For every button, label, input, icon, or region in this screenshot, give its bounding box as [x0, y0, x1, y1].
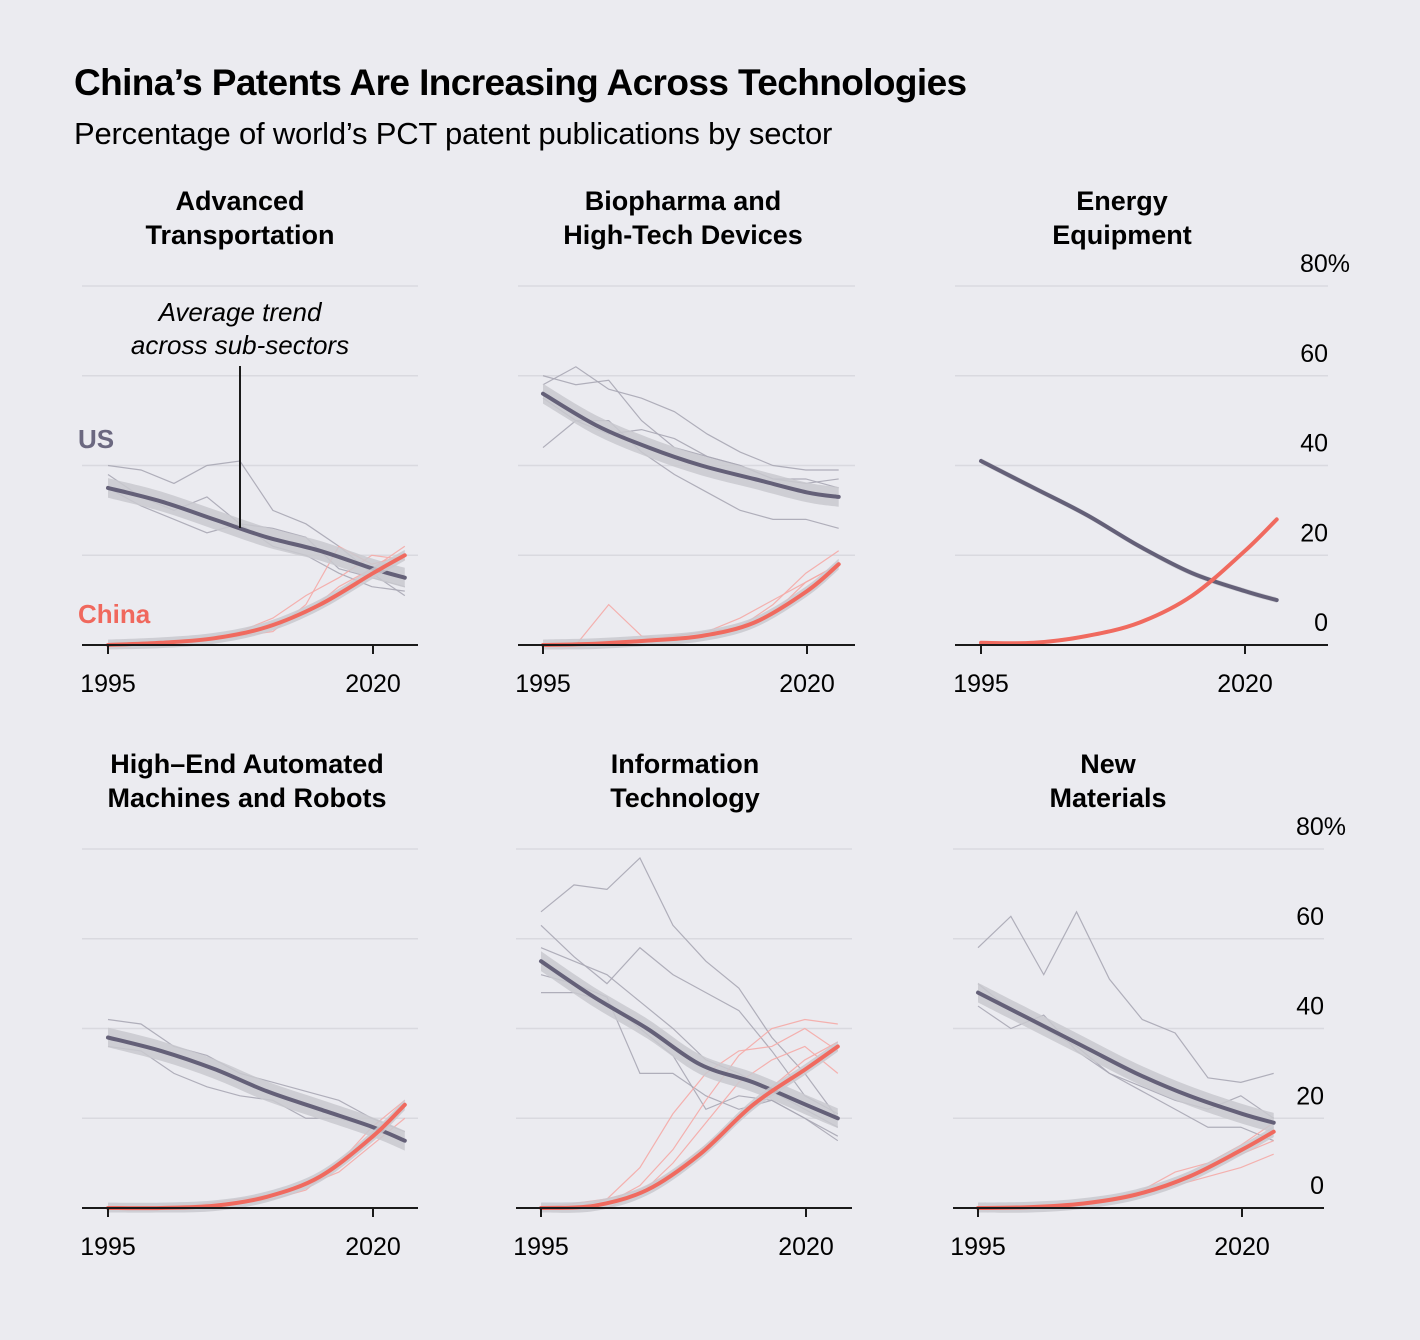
us-subsector-line	[540, 924, 839, 1115]
us-trend-line	[539, 959, 840, 1121]
china-confidence-band	[543, 558, 839, 650]
y-tick-label: 60	[1296, 903, 1324, 931]
panel-title: High–End Automated	[110, 749, 384, 779]
panel-title: Biopharma and	[585, 186, 782, 216]
panel-title: Information	[611, 749, 760, 779]
us-series-label: US	[78, 424, 114, 454]
panel-title: Equipment	[1052, 220, 1192, 250]
china-trend-line	[539, 1044, 840, 1210]
chart-title: China’s Patents Are Increasing Across Te…	[74, 62, 967, 103]
panel-title: Energy	[1076, 186, 1168, 216]
us-trend-line	[541, 391, 841, 499]
chart-subtitle: Percentage of world’s PCT patent publica…	[74, 116, 833, 151]
x-tick-label: 2020	[778, 1233, 834, 1261]
x-tick-label: 1995	[80, 1233, 136, 1261]
x-tick-label: 1995	[953, 670, 1009, 698]
us-trend-line	[976, 990, 1276, 1125]
x-tick-label: 1995	[513, 1233, 569, 1261]
us-subsector-line	[542, 366, 839, 471]
y-tick-label: 0	[1314, 609, 1328, 637]
x-tick-label: 1995	[515, 670, 571, 698]
panel-title: Machines and Robots	[107, 783, 386, 813]
panel-2: Biopharma and High-Tech Devices 1995 2020	[515, 186, 855, 698]
y-tick-label: 40	[1300, 430, 1328, 458]
us-subsector-line	[540, 856, 839, 1119]
panel-4: High–End Automated Machines and Robots 199…	[80, 749, 418, 1261]
panel-5: Information Technology 1995 2020	[513, 749, 852, 1261]
us-subsector-line	[977, 910, 1274, 1083]
y-tick-label: 20	[1300, 519, 1328, 547]
us-confidence-band	[541, 951, 838, 1129]
x-tick-label: 2020	[779, 670, 835, 698]
china-confidence-band	[978, 1126, 1274, 1213]
x-tick-label: 2020	[1217, 670, 1273, 698]
annotation-text: Average trend	[157, 297, 323, 327]
y-tick-label: 60	[1300, 340, 1328, 368]
panel-title: Transportation	[145, 220, 334, 250]
china-trend-line	[976, 1129, 1276, 1210]
us-confidence-band	[978, 982, 1274, 1133]
panel-title: Technology	[610, 783, 760, 813]
us-trend-line	[979, 459, 1279, 603]
china-trend-line	[541, 562, 841, 647]
x-tick-label: 2020	[1214, 1233, 1270, 1261]
x-tick-label: 1995	[80, 670, 136, 698]
y-tick-label: 80%	[1296, 813, 1346, 841]
us-trend-line	[106, 1035, 407, 1143]
x-tick-label: 2020	[345, 1233, 401, 1261]
us-confidence-band	[543, 383, 839, 507]
china-confidence-band	[108, 1099, 405, 1213]
y-tick-label: 20	[1296, 1082, 1324, 1110]
china-trend-line	[979, 517, 1279, 646]
panel-title: Materials	[1049, 783, 1166, 813]
china-subsector-line	[541, 1045, 839, 1209]
panel-title: Advanced	[175, 186, 304, 216]
china-series-label: China	[78, 599, 151, 629]
panel-1: Advanced Transportation 1995 2020 Average tr…	[78, 186, 418, 698]
panel-title: New	[1080, 749, 1137, 779]
us-subsector-line	[977, 983, 1275, 1119]
y-tick-label: 80%	[1300, 250, 1350, 278]
x-tick-label: 2020	[345, 670, 401, 698]
china-subsector-line	[541, 1018, 838, 1209]
panel-title: High-Tech Devices	[563, 220, 803, 250]
y-tick-label: 0	[1310, 1172, 1324, 1200]
us-confidence-band	[981, 458, 1277, 603]
x-tick-label: 1995	[950, 1233, 1006, 1261]
y-tick-label: 40	[1296, 993, 1324, 1021]
panel-3: Energy Equipment 1995 2020 0 20 40 60 80%	[953, 186, 1350, 698]
panel-6: New Materials 1995 2020 0 20 40 60 80%	[950, 749, 1346, 1261]
annotation-text: across sub-sectors	[131, 330, 349, 360]
china-trend-line	[106, 553, 407, 647]
